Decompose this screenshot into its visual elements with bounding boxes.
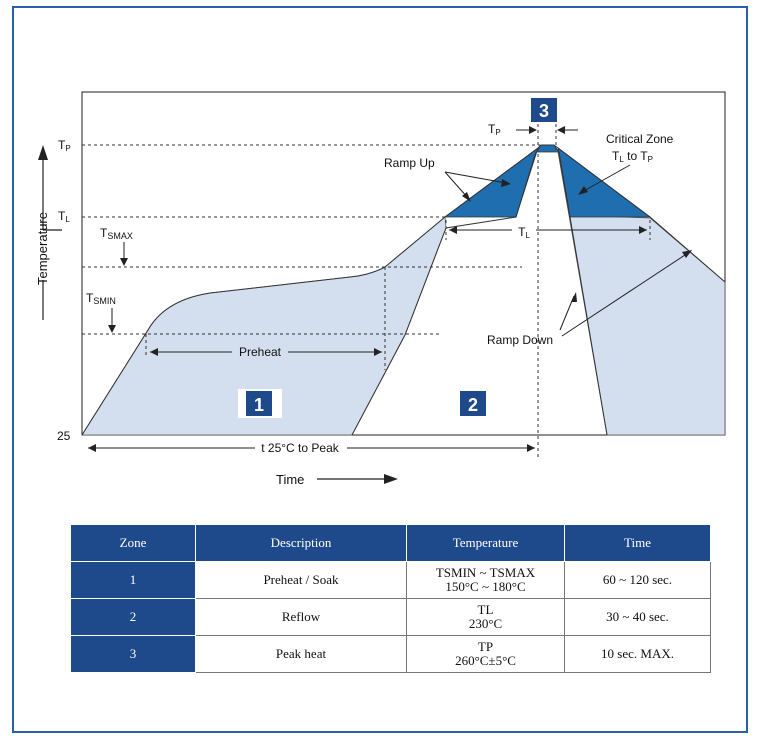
zone-badge-3	[531, 98, 557, 122]
table-row: 1 Preheat / Soak TSMIN ~ TSMAX 150°C ~ 18…	[70, 561, 711, 599]
figure-frame	[12, 6, 748, 733]
tsmin-arrowhead	[108, 325, 116, 333]
temperature-cell: TP 260°C±5°C	[406, 635, 565, 673]
description-cell: Reflow	[195, 598, 407, 636]
temperature-cell: TL 230°C	[406, 598, 565, 636]
ramp-up-arrowhead-2	[501, 179, 511, 187]
t25-to-peak-label: t 25°C to Peak	[261, 441, 340, 455]
ramp-down-arrowhead-2	[682, 250, 692, 258]
y-axis-label: Temperature	[35, 212, 50, 285]
zone-cell: 2	[70, 598, 196, 636]
zone-badge-1-text: 1	[254, 395, 264, 415]
tp-label: TP	[58, 138, 71, 153]
x-axis-label: Time	[276, 472, 304, 487]
critical-zone-label: Critical Zone	[606, 132, 674, 146]
tsmax-label: TSMAX	[100, 226, 133, 241]
header-description: Description	[195, 524, 407, 562]
reflow-profile-diagram: Temperature TP TL TSMAX TSMIN 25 Preheat…	[35, 91, 726, 487]
preheat-label: Preheat	[239, 345, 282, 359]
ramp-down-arrowhead-1	[571, 292, 577, 302]
ramp-down-label: Ramp Down	[487, 333, 553, 347]
zone-badge-2	[460, 391, 486, 416]
zone-table: Zone Description Temperature Time 1 Preh…	[70, 524, 711, 673]
table-row: 2 Reflow TL 230°C 30 ~ 40 sec.	[70, 598, 711, 636]
base-temp-label: 25	[57, 429, 71, 443]
ramp-down-right-edge	[558, 151, 608, 436]
zone-cell: 1	[70, 561, 196, 599]
time-cell: 30 ~ 40 sec.	[564, 598, 711, 636]
time-cell: 60 ~ 120 sec.	[564, 561, 711, 599]
x-axis-arrowhead	[384, 474, 398, 484]
y-axis-arrowhead	[38, 145, 48, 160]
header-zone: Zone	[70, 524, 196, 562]
zone-badge-2-text: 2	[468, 395, 478, 415]
time-cell: 10 sec. MAX.	[564, 635, 711, 673]
critical-zone-arrowhead	[578, 186, 588, 195]
description-cell: Preheat / Soak	[195, 561, 407, 599]
zone-cell: 3	[70, 635, 196, 673]
table-header-row: Zone Description Temperature Time	[70, 524, 711, 562]
tl-span-label: TL	[518, 225, 530, 240]
ramp-up-arrowhead-1	[462, 192, 471, 202]
critical-zone-range-label: TL to TP	[612, 149, 653, 164]
description-cell: Peak heat	[195, 635, 407, 673]
ramp-up-label: Ramp Up	[384, 156, 435, 170]
header-temperature: Temperature	[406, 524, 565, 562]
tsmin-label: TSMIN	[86, 291, 116, 306]
zone-badge-3-text: 3	[539, 101, 549, 121]
tsmax-arrowhead	[120, 258, 128, 266]
tl-label: TL	[58, 209, 70, 224]
tp-width-label: TP	[488, 122, 501, 137]
header-time: Time	[564, 524, 711, 562]
temperature-cell: TSMIN ~ TSMAX 150°C ~ 180°C	[406, 561, 565, 599]
table-row: 3 Peak heat TP 260°C±5°C 10 sec. MAX.	[70, 635, 711, 673]
